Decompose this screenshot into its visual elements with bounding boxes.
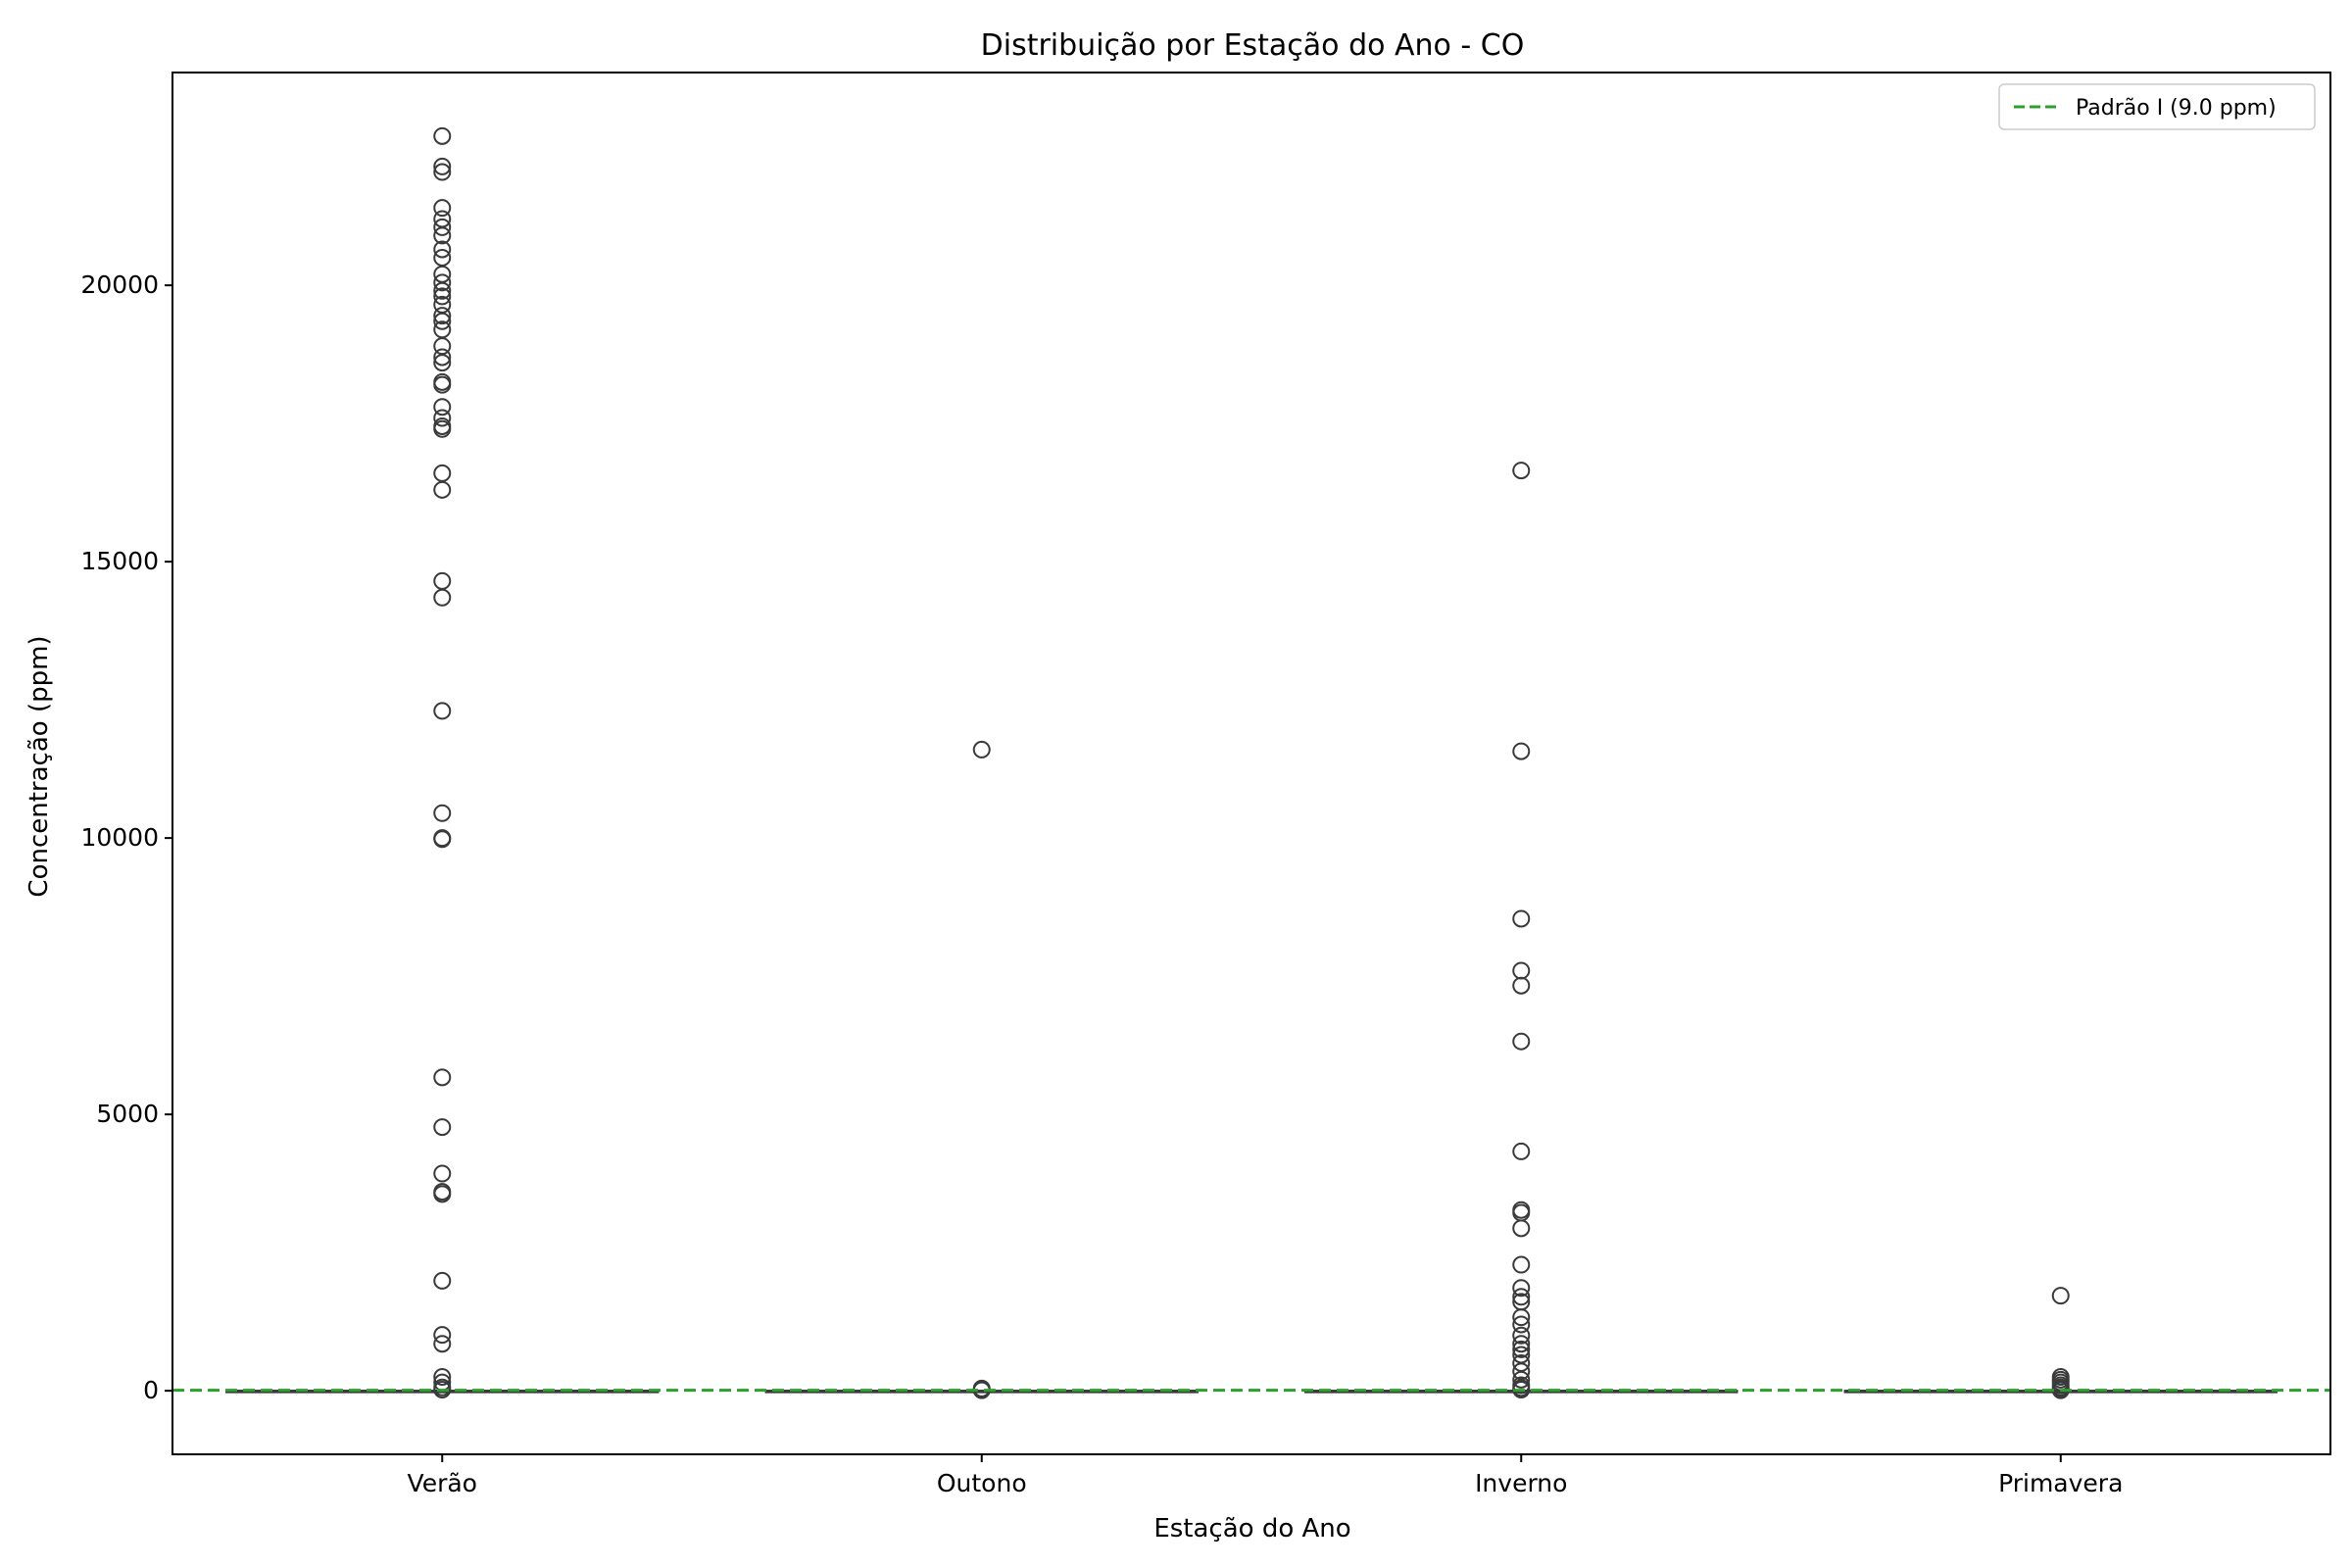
y-tick-label: 0 — [143, 1376, 159, 1404]
outlier-point — [1512, 1308, 1531, 1327]
outlier-point — [1512, 1142, 1531, 1160]
outlier-point — [1512, 1370, 1531, 1389]
outlier-point — [433, 1164, 452, 1183]
outlier-point — [433, 348, 452, 367]
outlier-point — [1512, 976, 1531, 995]
outlier-point — [433, 312, 452, 330]
plot-frame — [172, 72, 2331, 1455]
outlier-point — [433, 409, 452, 427]
outlier-point — [433, 307, 452, 325]
outlier-point — [433, 398, 452, 416]
outlier-point — [433, 830, 452, 849]
outlier-point — [433, 419, 452, 438]
x-tick-label: Primavera — [1998, 1469, 2123, 1497]
x-tick-label: Inverno — [1475, 1469, 1567, 1497]
outlier-point — [433, 1068, 452, 1087]
plot-area — [172, 126, 2330, 1399]
y-tick-label: 10000 — [80, 823, 159, 852]
legend-label: Padrão I (9.0 ppm) — [2076, 96, 2277, 121]
outlier-point — [433, 126, 452, 145]
outlier-point — [1512, 1326, 1531, 1345]
y-tick-label: 5000 — [96, 1100, 159, 1128]
outlier-point — [433, 240, 452, 259]
outlier-point — [972, 740, 991, 759]
y-tick-label: 20000 — [80, 270, 159, 299]
outlier-point — [1512, 1340, 1531, 1358]
outlier-point — [433, 157, 452, 175]
outlier-point — [433, 281, 452, 300]
y-axis: 0 5000 10000 15000 20000 — [80, 270, 172, 1404]
x-tick-label: Outono — [937, 1469, 1027, 1497]
outlier-point — [433, 1271, 452, 1290]
outlier-point — [433, 199, 452, 218]
outlier-point — [433, 1368, 452, 1387]
outlier-point — [1512, 1335, 1531, 1353]
outlier-point — [2051, 1287, 2070, 1305]
outlier-point — [1512, 1315, 1531, 1334]
outlier-point — [1512, 462, 1531, 480]
outlier-point — [433, 218, 452, 236]
outlier-point — [433, 1335, 452, 1353]
outlier-point — [433, 702, 452, 720]
outlier-point — [1512, 909, 1531, 928]
outlier-point — [1512, 742, 1531, 760]
outlier-point — [1512, 1219, 1531, 1238]
outlier-point — [1512, 1032, 1531, 1051]
outlier-point — [433, 480, 452, 499]
outlier-point — [433, 163, 452, 181]
outlier-point — [433, 226, 452, 245]
legend: Padrão I (9.0 ppm) — [1998, 83, 2316, 130]
x-tick-label: Verão — [408, 1469, 477, 1497]
x-axis-label: Estação do Ano — [1153, 1514, 1350, 1544]
outlier-point — [433, 287, 452, 306]
y-tick-label: 15000 — [80, 547, 159, 575]
outlier-point — [1512, 1288, 1531, 1306]
outlier-point — [433, 375, 452, 394]
y-axis-label: Concentração (ppm) — [24, 635, 54, 897]
outlier-point — [433, 1118, 452, 1137]
outlier-point — [1512, 1279, 1531, 1298]
x-axis: Verão Outono Inverno Primavera — [408, 1454, 2123, 1497]
outlier-point — [433, 1381, 452, 1399]
outlier-point — [433, 588, 452, 607]
outlier-point — [433, 273, 452, 292]
legend-box — [1998, 83, 2316, 130]
outlier-point — [1512, 1255, 1531, 1274]
outlier-point — [433, 804, 452, 822]
outlier-point — [433, 1326, 452, 1345]
chart-title: Distribuição por Estação do Ano - CO — [981, 28, 1525, 63]
outlier-point — [433, 1185, 452, 1203]
outlier-point — [433, 354, 452, 372]
